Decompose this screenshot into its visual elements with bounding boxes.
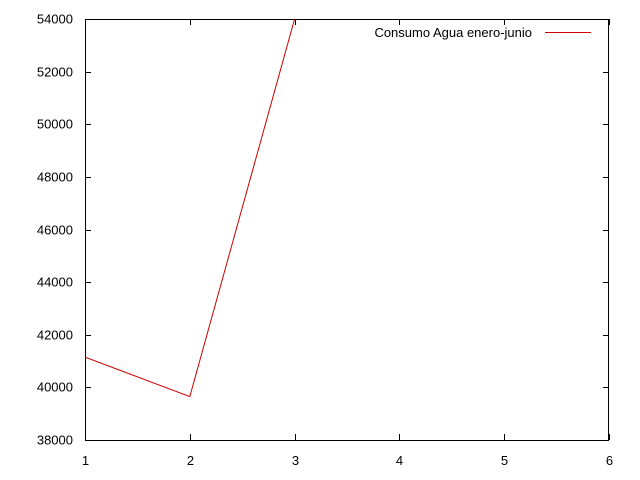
x-tick-label: 6: [606, 453, 613, 468]
series-layer: [85, 19, 296, 398]
y-tick-label: 38000: [37, 433, 73, 448]
x-axis: 1 2 3 4 5 6: [82, 19, 613, 468]
x-tick-label: 1: [82, 453, 89, 468]
y-axis: 38000 40000 42000 44000 46000 48000 50000 52000…: [37, 12, 609, 448]
plot-frame: [85, 19, 609, 441]
x-tick-label: 5: [501, 453, 508, 468]
x-tick-label: 3: [292, 453, 299, 468]
x-tick-label: 2: [187, 453, 194, 468]
y-tick-label: 40000: [37, 380, 73, 395]
legend: Consumo Agua enero-junio: [374, 25, 591, 40]
series-line: [85, 19, 296, 398]
y-tick-label: 52000: [37, 65, 73, 80]
y-tick-label: 46000: [37, 223, 73, 238]
x-tick-label: 4: [396, 453, 403, 468]
y-tick-label: 42000: [37, 328, 73, 343]
legend-label: Consumo Agua enero-junio: [374, 25, 532, 40]
y-tick-label: 50000: [37, 117, 73, 132]
y-tick-label: 44000: [37, 275, 73, 290]
y-tick-label: 48000: [37, 170, 73, 185]
y-tick-label: 54000: [37, 12, 73, 27]
